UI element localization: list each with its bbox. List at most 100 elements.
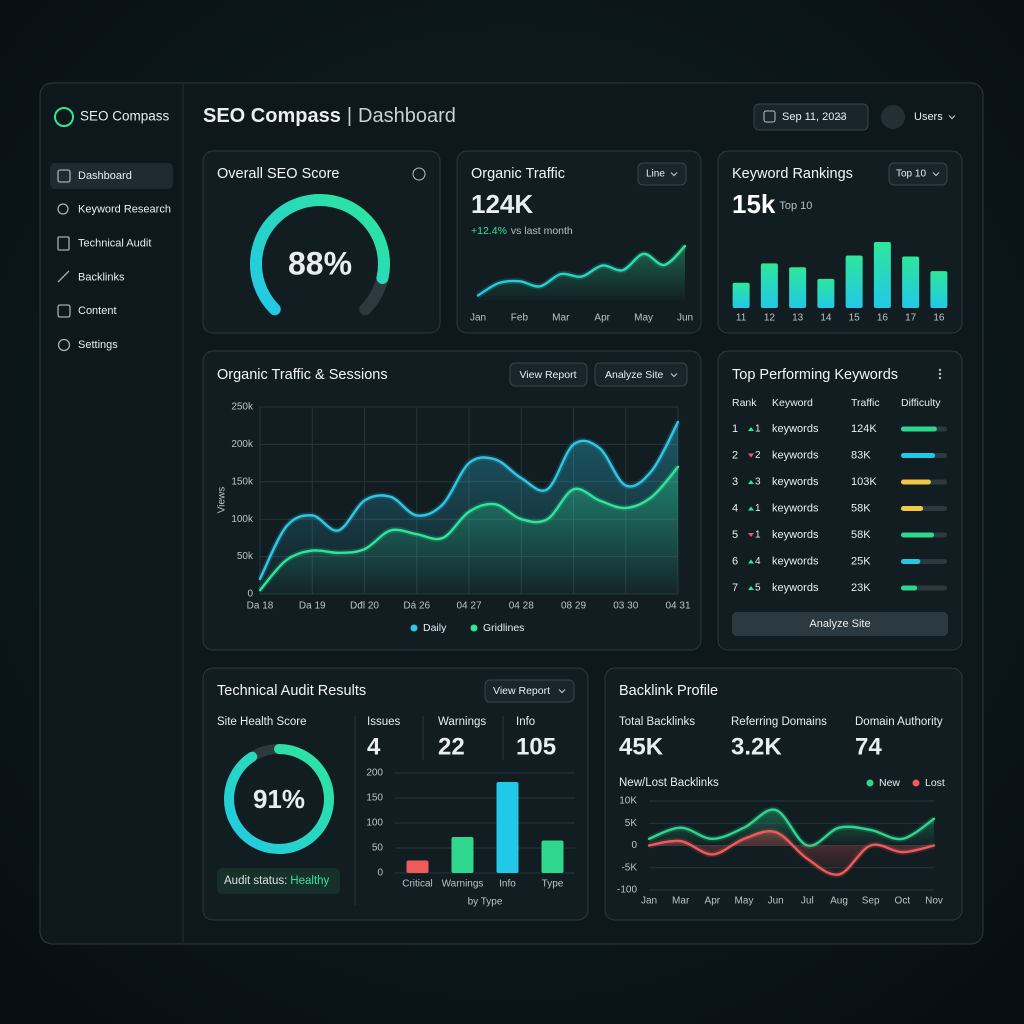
x-tick-label: 04 28 — [509, 601, 534, 612]
chevron — [670, 373, 678, 378]
rank: 3 — [732, 476, 738, 488]
rank: 7 — [732, 582, 738, 594]
menu-dot[interactable] — [938, 368, 942, 372]
column-header: Difficulty — [901, 397, 941, 409]
info-icon[interactable] — [412, 167, 426, 181]
gauge-label: 88% — [288, 245, 352, 281]
traffic: 58K — [851, 529, 871, 541]
nav-item[interactable]: Dashboard — [78, 170, 132, 182]
button[interactable] — [732, 612, 948, 636]
button-label[interactable]: Analyze Site — [809, 618, 870, 630]
rank-arrow — [748, 559, 754, 564]
x-tick-label: May — [735, 896, 754, 907]
x-tick-label: Da 19 — [299, 601, 326, 612]
dropdown[interactable] — [888, 162, 948, 186]
card-title: Keyword Rankings — [732, 166, 853, 182]
button-label[interactable]: View Report — [493, 685, 550, 697]
y-tick-label: 150k — [231, 476, 254, 487]
card — [604, 667, 963, 921]
x-tick-label: Dá 26 — [403, 601, 430, 612]
stat-label: Total Backlinks — [619, 716, 695, 728]
legend-swatch — [470, 624, 478, 632]
y-tick-label: 200k — [231, 439, 254, 450]
difficulty-bar — [901, 532, 935, 538]
menu-dot[interactable] — [938, 372, 942, 376]
card — [202, 667, 589, 921]
bar — [817, 278, 835, 308]
difficulty-bar — [901, 426, 937, 432]
card — [717, 350, 963, 651]
chevron — [932, 172, 940, 177]
button[interactable] — [509, 362, 588, 387]
rank-change: 1 — [755, 530, 761, 541]
x-tick-label: Jul — [801, 896, 814, 907]
x-tick-label: Feb — [511, 313, 529, 324]
nav-item[interactable]: Content — [78, 305, 117, 317]
nav-active-bg — [50, 163, 173, 189]
rank-change: 3 — [755, 477, 761, 488]
legend-label: New — [879, 777, 900, 789]
x-tick-label: 13 — [792, 313, 804, 324]
traffic: 23K — [851, 582, 871, 594]
card-title: Organic Traffic — [471, 166, 565, 182]
stat-value: 4 — [367, 733, 381, 760]
date-picker[interactable] — [753, 103, 869, 131]
rank-change: 1 — [755, 503, 761, 514]
x-tick-label: 04 31 — [665, 601, 690, 612]
dropdown[interactable] — [637, 162, 687, 186]
y-axis-label: Views — [217, 487, 228, 514]
title-separator: | — [347, 105, 352, 127]
card-title: Overall SEO Score — [217, 166, 340, 182]
x-tick-label: Critical — [402, 879, 433, 890]
line — [647, 808, 936, 847]
nav-item[interactable]: Technical Audit — [78, 238, 151, 250]
button-label[interactable]: Analyze Site — [605, 369, 664, 381]
user-avatar[interactable] — [881, 105, 905, 129]
bar — [845, 255, 863, 308]
area-fill — [649, 809, 934, 846]
line — [647, 830, 936, 876]
line — [476, 244, 687, 297]
rank-arrow — [748, 453, 754, 458]
chevron — [837, 115, 845, 120]
y-tick-label: -100 — [617, 885, 637, 896]
keyword: keywords — [772, 529, 819, 541]
legend-swatch — [912, 779, 920, 787]
nav-icons — [57, 169, 71, 352]
dropdown[interactable] — [484, 679, 575, 703]
bar — [873, 241, 891, 308]
x-tick-label: Aug — [830, 896, 848, 907]
nav-item[interactable]: Keyword Research — [78, 204, 171, 216]
nav-icon — [57, 203, 69, 215]
change: +12.4% vs last month — [471, 225, 573, 237]
rank: 2 — [732, 449, 738, 461]
headline-note: Top 10 — [779, 200, 812, 212]
rank-change: 5 — [755, 583, 761, 594]
dropdown[interactable] — [594, 362, 688, 387]
x-tick-label: Apr — [594, 313, 610, 324]
chevron — [558, 689, 566, 694]
menu-dot[interactable] — [938, 376, 942, 380]
difficulty-bar — [901, 559, 921, 564]
rank-arrow — [748, 533, 754, 537]
x-tick-label: 17 — [905, 313, 917, 324]
nav-item[interactable]: Backlinks — [78, 271, 125, 283]
line — [258, 465, 680, 592]
x-tick-label: 16 — [877, 313, 889, 324]
status-label: Audit status: — [224, 875, 287, 887]
button-label[interactable]: View Report — [519, 369, 576, 381]
x-tick-label: Jan — [641, 896, 657, 907]
nav-item[interactable]: Settings — [78, 339, 118, 351]
stat-label: Domain Authority — [855, 716, 943, 728]
bar — [541, 840, 564, 873]
x-tick-label: 04 27 — [456, 601, 481, 612]
nav-icon — [57, 270, 70, 283]
x-tick-label: Apr — [705, 896, 721, 907]
x-tick-label: Mar — [552, 313, 570, 324]
dropdown-label: Line — [646, 169, 665, 180]
y-tick-label: 150 — [366, 793, 383, 804]
stat-label: Issues — [367, 716, 400, 728]
chevron — [670, 172, 678, 177]
bar — [451, 837, 474, 873]
x-tick-label: 11 — [736, 313, 747, 324]
